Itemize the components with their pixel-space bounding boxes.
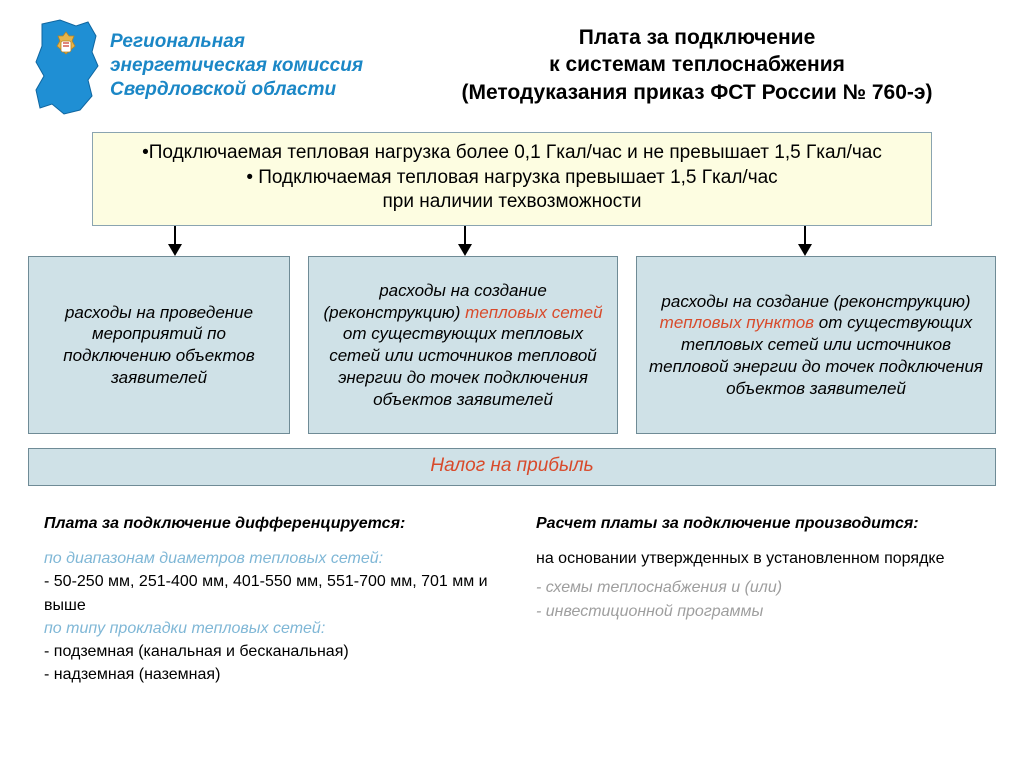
- condition-line-3: при наличии техвозможности: [383, 191, 642, 212]
- left-column: Плата за подключение дифференцируется: п…: [44, 512, 496, 686]
- right-grey-1: - схемы теплоснабжения и (или): [536, 576, 988, 599]
- cost-panel-2-text: расходы на создание (реконструкцию) тепл…: [319, 280, 607, 411]
- condition-bullet-1: •Подключаемая тепловая нагрузка более 0,…: [142, 142, 882, 163]
- org-name-line2: энергетическая комиссия: [110, 54, 363, 78]
- cost-panel-1-text: расходы на проведение мероприятий по под…: [39, 302, 279, 389]
- org-logo-block: Региональная энергетическая комиссия Све…: [30, 18, 400, 118]
- arrows-row: [0, 226, 1024, 256]
- left-sub-2: по типу прокладки тепловых сетей:: [44, 617, 496, 640]
- p2-emphasis: тепловых сетей: [465, 303, 602, 322]
- arrow-down-icon: [165, 226, 185, 256]
- org-name-line3: Свердловской области: [110, 78, 363, 102]
- arrow-down-icon: [795, 226, 815, 256]
- condition-bullet-2: • Подключаемая тепловая нагрузка превыша…: [246, 167, 777, 188]
- p3-part-a: расходы на создание (реконструкцию): [661, 292, 970, 311]
- left-t1: - подземная (канальная и бесканальная): [44, 640, 496, 663]
- left-t2: - надземная (наземная): [44, 663, 496, 686]
- title-line-1: Плата за подключение: [400, 24, 994, 51]
- page-title: Плата за подключение к системам теплосна…: [400, 18, 994, 118]
- cost-panel-1: расходы на проведение мероприятий по под…: [28, 256, 290, 434]
- p2-part-b: от существующих тепловых сетей или источ…: [329, 324, 597, 408]
- org-name-line1: Региональная: [110, 30, 363, 54]
- right-grey-2: - инвестиционной программы: [536, 600, 988, 623]
- left-ranges: - 50-250 мм, 251-400 мм, 401-550 мм, 551…: [44, 570, 496, 616]
- arrow-down-icon: [455, 226, 475, 256]
- left-sub-1: по диапазонам диаметров тепловых сетей:: [44, 547, 496, 570]
- cost-panel-3: расходы на создание (реконструкцию) тепл…: [636, 256, 996, 434]
- right-column: Расчет платы за подключение производится…: [536, 512, 988, 686]
- org-name: Региональная энергетическая комиссия Све…: [110, 18, 363, 101]
- left-heading: Плата за подключение дифференцируется:: [44, 512, 496, 535]
- title-line-3: (Методуказания приказ ФСТ России № 760-э…: [400, 79, 994, 106]
- cost-panel-3-text: расходы на создание (реконструкцию) тепл…: [647, 291, 985, 400]
- cost-panel-2: расходы на создание (реконструкцию) тепл…: [308, 256, 618, 434]
- right-line-1: на основании утвержденных в установленно…: [536, 547, 988, 570]
- condition-box: •Подключаемая тепловая нагрузка более 0,…: [92, 132, 932, 226]
- tax-bar: Налог на прибыль: [28, 448, 996, 486]
- bottom-columns: Плата за подключение дифференцируется: п…: [0, 486, 1024, 686]
- p3-emphasis: тепловых пунктов: [660, 313, 814, 332]
- region-map-icon: [30, 18, 102, 118]
- cost-panels-row: расходы на проведение мероприятий по под…: [0, 256, 1024, 434]
- title-line-2: к системам теплоснабжения: [400, 51, 994, 78]
- right-heading: Расчет платы за подключение производится…: [536, 512, 988, 535]
- tax-bar-label: Налог на прибыль: [430, 455, 593, 476]
